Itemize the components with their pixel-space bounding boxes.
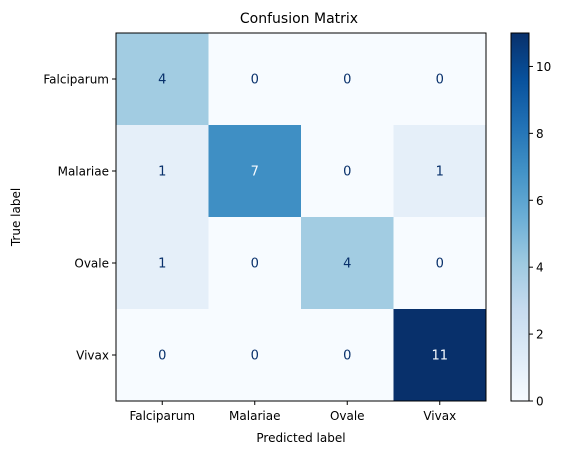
heatmap-cell [208,309,302,402]
cell-value-label: 0 [251,257,259,272]
x-axis-ticks: Falciparum Malariae Ovale Vivax [129,401,456,423]
cell-value-label: 0 [436,257,444,272]
heatmap-cell [208,217,302,310]
y-axis-ticks: Falciparum Malariae Ovale Vivax [43,73,116,363]
heatmap-cell [116,33,209,126]
cell-value-label: 4 [158,73,166,88]
heatmap-cell [208,33,302,126]
x-tick-label: Vivax [423,409,456,423]
colorbar-tick-label: 10 [536,60,551,74]
cell-value-label: 11 [431,349,448,364]
x-axis-label: Predicted label [256,431,345,445]
cell-value-label: 0 [343,165,351,180]
cell-value-label: 0 [158,349,166,364]
heatmap-cell [393,125,487,218]
y-tick-label: Vivax [76,349,109,363]
x-tick-label: Falciparum [129,409,195,423]
heatmap-cell [393,217,487,310]
colorbar-tick-label: 4 [536,261,544,275]
cell-value-label: 1 [158,257,166,272]
heatmap-cell [208,125,302,218]
cell-value-label: 0 [251,349,259,364]
heatmap-cell [301,217,394,310]
x-tick-label: Ovale [330,409,365,423]
heatmap-cell [116,125,209,218]
cell-value-label: 0 [436,73,444,88]
cell-value-label: 0 [251,73,259,88]
cell-value-label: 4 [343,257,351,272]
x-tick-label: Malariae [229,409,280,423]
heatmap-cell [116,309,209,402]
cell-value-label: 7 [251,165,259,180]
heatmap-cell [301,33,394,126]
cell-value-label: 0 [343,73,351,88]
colorbar-tick-label: 6 [536,194,544,208]
heatmap-cell [301,309,394,402]
cell-value-label: 0 [343,349,351,364]
heatmap-cell [116,217,209,310]
y-tick-label: Ovale [74,257,109,271]
colorbar-tick-label: 0 [536,395,544,409]
chart-title: Confusion Matrix [240,11,358,27]
cell-value-label: 1 [436,165,444,180]
heatmap-cell [393,33,487,126]
y-tick-label: Falciparum [43,73,109,87]
colorbar-tick-label: 2 [536,328,544,342]
y-tick-label: Malariae [58,165,109,179]
colorbar-tick-label: 8 [536,127,544,141]
heatmap-cell [393,309,487,402]
heatmap-cells: 4 0 0 01 7 0 11 0 4 00 0 0 11 [116,33,487,402]
colorbar-ticks: 0 2 4 6 8 10 [529,60,551,409]
plot-frame [115,32,487,402]
heatmap-cell [301,125,394,218]
colorbar [510,32,530,402]
cell-value-label: 1 [158,165,166,180]
y-axis-label: True label [9,188,23,247]
